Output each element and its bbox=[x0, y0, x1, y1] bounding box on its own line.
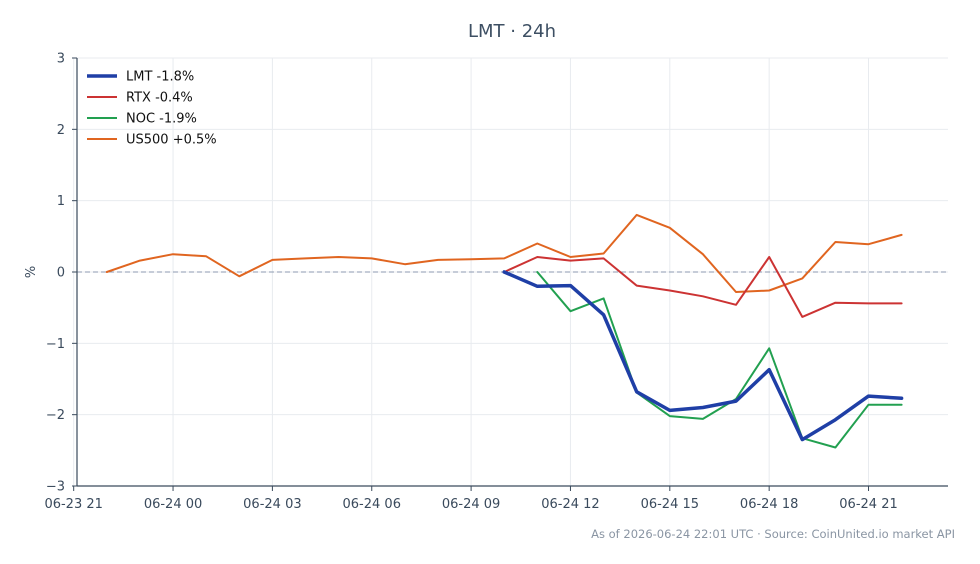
grid bbox=[73, 57, 948, 487]
x-tick-label: 06-24 00 bbox=[144, 497, 202, 512]
y-tick-label: 3 bbox=[57, 52, 65, 67]
y-tick-label: −2 bbox=[46, 408, 65, 423]
series-line-noc bbox=[536, 271, 903, 449]
y-axis-title: % bbox=[24, 266, 39, 278]
series-line-rtx bbox=[503, 256, 903, 318]
x-tick-label: 06-24 12 bbox=[541, 497, 599, 512]
legend-label-us500: US500 +0.5% bbox=[126, 133, 217, 148]
x-tick-label: 06-24 18 bbox=[740, 497, 798, 512]
y-tick-label: 2 bbox=[57, 123, 65, 138]
axes bbox=[72, 57, 948, 491]
legend: LMT -1.8% RTX -0.4% NOC -1.9% US500 +0.5% bbox=[87, 70, 217, 148]
y-tick-label: −1 bbox=[46, 337, 65, 352]
source-footer: As of 2026-06-24 22:01 UTC · Source: Coi… bbox=[591, 527, 955, 541]
x-tick-label: 06-24 03 bbox=[243, 497, 301, 512]
series-layer bbox=[105, 213, 904, 449]
y-tick-label: −3 bbox=[46, 480, 65, 495]
x-tick-label: 06-23 21 bbox=[44, 497, 102, 512]
chart-title: LMT · 24h bbox=[468, 21, 556, 42]
legend-label-noc: NOC -1.9% bbox=[126, 112, 197, 127]
series-line-us500 bbox=[105, 213, 903, 293]
y-tick-label: 0 bbox=[57, 266, 65, 281]
legend-label-rtx: RTX -0.4% bbox=[126, 91, 193, 106]
x-tick-label: 06-24 15 bbox=[641, 497, 699, 512]
tick-labels: 3 2 1 0 −1 −2 −3 06-23 21 06-24 00 06-24 03 06-24 … bbox=[44, 52, 897, 513]
x-tick-label: 06-24 21 bbox=[839, 497, 897, 512]
x-tick-label: 06-24 09 bbox=[442, 497, 500, 512]
x-tick-label: 06-24 06 bbox=[343, 497, 401, 512]
legend-label-lmt: LMT -1.8% bbox=[126, 70, 194, 85]
y-tick-label: 1 bbox=[57, 194, 65, 209]
series-line-lmt bbox=[502, 270, 904, 442]
